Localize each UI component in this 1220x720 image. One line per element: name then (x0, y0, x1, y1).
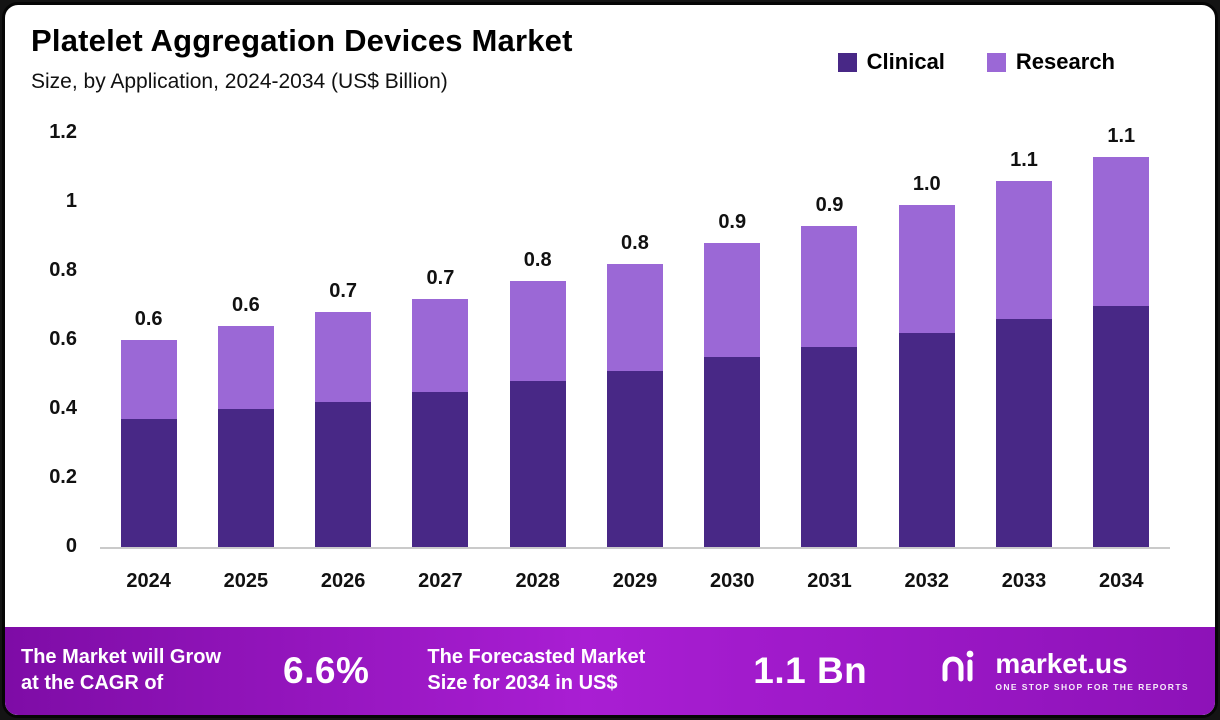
market-us-logo-icon (937, 646, 983, 697)
y-axis: 1.2 1 0.8 0.6 0.4 0.2 0 (5, 121, 91, 557)
x-axis-label: 2025 (223, 570, 269, 592)
bar-total-label: 1.1 (1107, 125, 1136, 148)
brand-name: market.us (995, 648, 1128, 679)
research-swatch-icon (986, 52, 1006, 72)
bar-segment-clinical (996, 319, 1053, 547)
bar-total-label: 0.7 (426, 266, 455, 289)
forecast-value: 1.1 Bn (753, 650, 868, 691)
y-axis-tick: 0.4 (49, 397, 77, 419)
x-axis-label: 2029 (612, 570, 658, 592)
x-axis-label: 2028 (515, 570, 560, 592)
bar-segment-clinical (801, 346, 858, 547)
y-axis-tick: 1 (65, 190, 77, 212)
y-axis-tick: 0.8 (49, 259, 77, 281)
bar-segment-research (1093, 157, 1150, 306)
chart-header: Platelet Aggregation Devices Market Size… (31, 23, 1189, 94)
bar-segment-research (315, 312, 372, 403)
bar-total-label: 0.7 (329, 280, 358, 303)
x-axis-label: 2024 (126, 570, 171, 592)
bar-column-2034: 1.1 2034 (1093, 125, 1150, 592)
bar-column-2033: 1.1 2033 (996, 133, 1053, 592)
bar-total-label: 1.1 (1010, 149, 1038, 172)
bar-segment-clinical (120, 419, 177, 547)
legend: Clinical Research (837, 49, 1115, 75)
bar-segment-clinical (898, 333, 955, 547)
legend-item-research: Research (986, 49, 1115, 75)
y-axis-tick: 0 (65, 535, 77, 557)
page-title: Platelet Aggregation Devices Market (31, 23, 573, 58)
x-axis-label: 2031 (807, 570, 852, 592)
y-axis-tick: 1.2 (49, 121, 77, 143)
bar-segment-research (996, 181, 1053, 320)
bar-segment-research (412, 298, 469, 392)
x-axis-label: 2030 (709, 570, 755, 592)
y-axis-tick: 0.2 (49, 466, 77, 488)
x-axis-label: 2034 (1099, 570, 1144, 592)
bar-segment-clinical (315, 402, 372, 547)
bar-column-2032: 1.0 2032 (898, 133, 955, 592)
bar-total-label: 0.8 (523, 249, 552, 272)
bar-total-label: 0.6 (134, 308, 163, 330)
brand-tagline: ONE STOP SHOP FOR THE REPORTS (995, 682, 1189, 692)
bar-segment-research (704, 243, 761, 358)
x-axis-label: 2027 (418, 570, 463, 592)
brand-block: market.us ONE STOP SHOP FOR THE REPORTS (937, 646, 1189, 697)
bar-segment-clinical (412, 391, 469, 547)
bar-total-label: 0.9 (718, 211, 747, 234)
bar-column-2030: 0.9 2030 (704, 133, 761, 592)
legend-label-clinical: Clinical (866, 49, 945, 74)
bar-segment-clinical (1093, 305, 1150, 547)
bar-segment-research (509, 281, 566, 382)
bar-total-label: 1.0 (912, 173, 941, 196)
bar-column-2031: 0.9 2031 (801, 133, 858, 592)
bar-total-label: 0.9 (815, 194, 844, 217)
bar-column-2026: 0.7 2026 (315, 133, 372, 592)
bar-total-label: 0.6 (231, 294, 260, 317)
cagr-value: 6.6% (283, 650, 370, 691)
legend-item-clinical: Clinical (837, 49, 945, 75)
bar-column-2029: 0.8 2029 (606, 133, 663, 592)
cagr-label: The Market will Grow at the CAGR of (21, 646, 222, 694)
x-axis-label: 2026 (320, 570, 366, 592)
bar-segment-clinical (217, 409, 274, 547)
bar-segment-research (801, 226, 858, 347)
bar-column-2025: 0.6 2025 (217, 133, 274, 592)
bar-segment-clinical (704, 357, 761, 547)
plot-area: 0.6 2024 0.6 2025 0.7 2026 0.7 2027 0.8 2028 0.8 20… (100, 125, 1170, 592)
bar-column-2027: 0.7 2027 (412, 133, 469, 592)
chart-subtitle: Size, by Application, 2024-2034 (US$ Bil… (31, 70, 448, 93)
bar-segment-research (120, 340, 177, 420)
bar-segment-research (217, 326, 274, 409)
footer-banner: The Market will Grow at the CAGR of 6.6%… (5, 627, 1215, 715)
legend-label-research: Research (1015, 49, 1115, 74)
clinical-swatch-icon (837, 52, 857, 72)
bar-column-2024: 0.6 2024 (120, 133, 177, 592)
x-axis-label: 2032 (904, 570, 950, 592)
bar-column-2028: 0.8 2028 (509, 133, 566, 592)
bar-total-label: 0.8 (621, 232, 649, 255)
brand-text: market.us ONE STOP SHOP FOR THE REPORTS (995, 648, 1189, 693)
forecast-label: The Forecasted Market Size for 2034 in U… (427, 646, 646, 694)
bar-segment-research (606, 264, 663, 372)
bar-segment-research (898, 205, 955, 334)
bar-segment-clinical (606, 371, 663, 547)
x-axis-label: 2033 (1001, 570, 1047, 592)
y-axis-tick: 0.6 (49, 328, 77, 350)
bar-segment-clinical (509, 381, 566, 547)
